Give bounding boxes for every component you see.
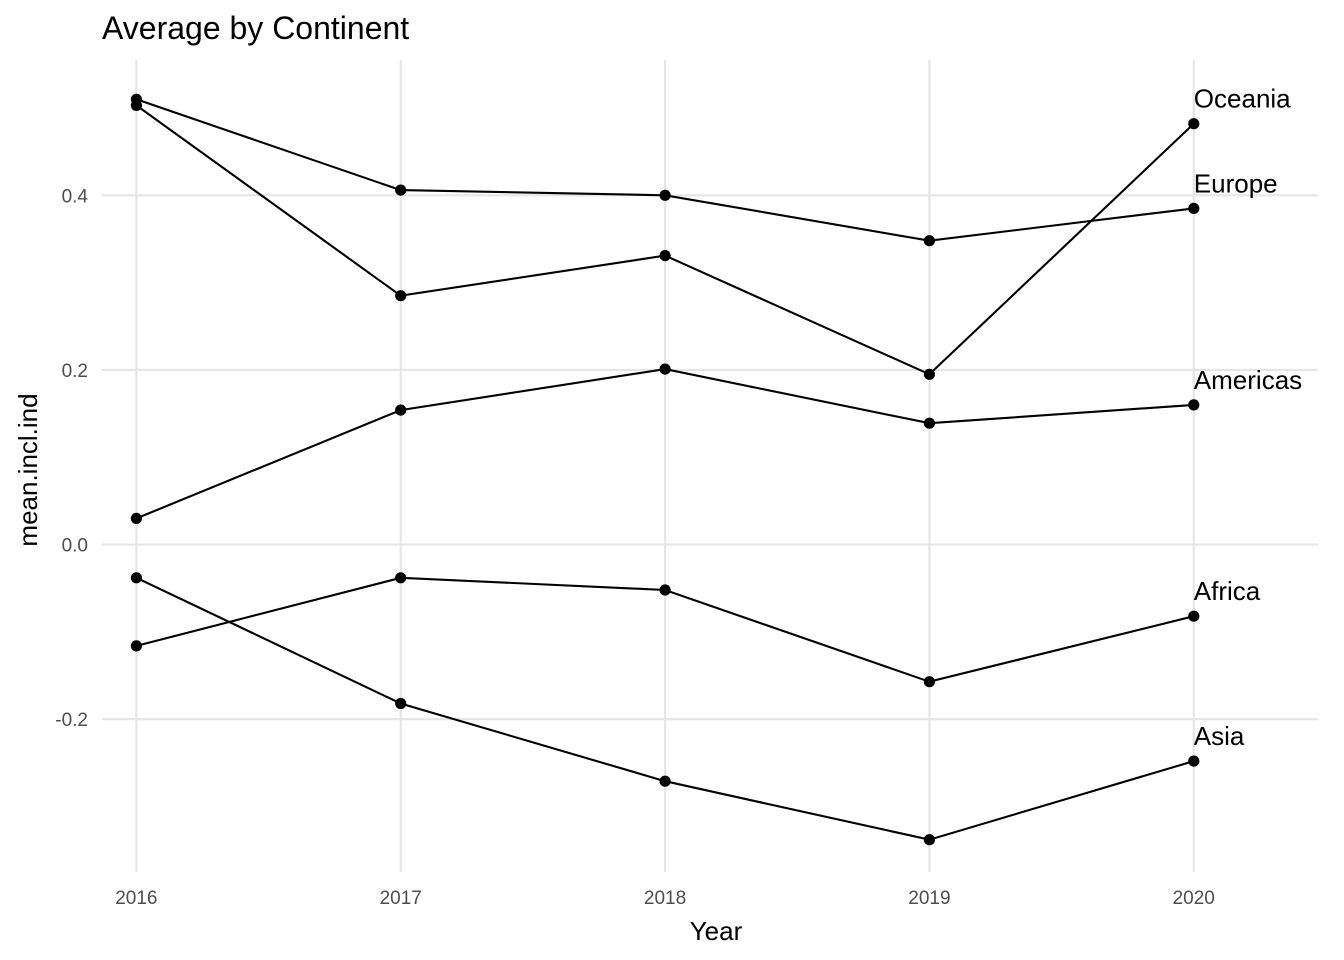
data-point-africa [923,676,936,688]
data-point-europe [130,93,142,105]
y-tick-label: -0.2 [55,710,88,731]
data-point-africa [130,640,142,652]
series-group [130,93,1200,846]
data-point-europe [659,189,671,201]
data-point-africa [659,584,671,596]
data-point-africa [1188,610,1200,622]
data-point-asia [1188,755,1200,767]
x-tick-label: 2019 [908,888,950,909]
data-point-asia [130,572,142,584]
x-tick-label: 2016 [115,888,157,909]
data-point-asia [923,834,936,846]
data-point-americas [130,512,142,525]
series-label-oceania: Oceania [1194,84,1291,114]
series-labels: Oceania Europe Americas Africa Asia [1194,84,1302,751]
x-tick-label: 2017 [380,888,422,909]
x-tick-label: 2020 [1173,888,1215,909]
data-point-americas [659,363,671,375]
data-point-africa [395,572,407,584]
y-axis-ticks: -0.2 0.0 0.2 0.4 [55,186,88,731]
data-point-asia [395,697,407,710]
y-axis-title: mean.incl.ind [13,393,43,546]
x-tick-label: 2018 [644,888,686,909]
data-point-oceania [1188,118,1200,130]
data-point-oceania [923,368,936,380]
series-label-asia: Asia [1194,721,1245,751]
y-tick-label: 0.0 [62,536,88,557]
data-point-europe [923,235,936,247]
series-label-africa: Africa [1194,576,1261,606]
data-point-oceania [395,290,407,302]
data-point-europe [1188,202,1200,214]
x-axis-title: Year [690,916,743,946]
chart-title: Average by Continent [102,10,409,46]
data-point-americas [923,417,936,429]
series-label-americas: Americas [1194,365,1302,395]
data-point-americas [1188,399,1200,411]
grid [102,60,1318,872]
data-point-oceania [659,250,671,262]
x-axis-ticks: 2016 2017 2018 2019 2020 [115,888,1215,909]
y-tick-label: 0.4 [62,186,89,207]
data-point-americas [395,404,407,416]
y-tick-label: 0.2 [62,361,88,382]
data-point-asia [659,775,671,787]
data-point-europe [395,184,407,196]
series-label-europe: Europe [1194,168,1278,198]
